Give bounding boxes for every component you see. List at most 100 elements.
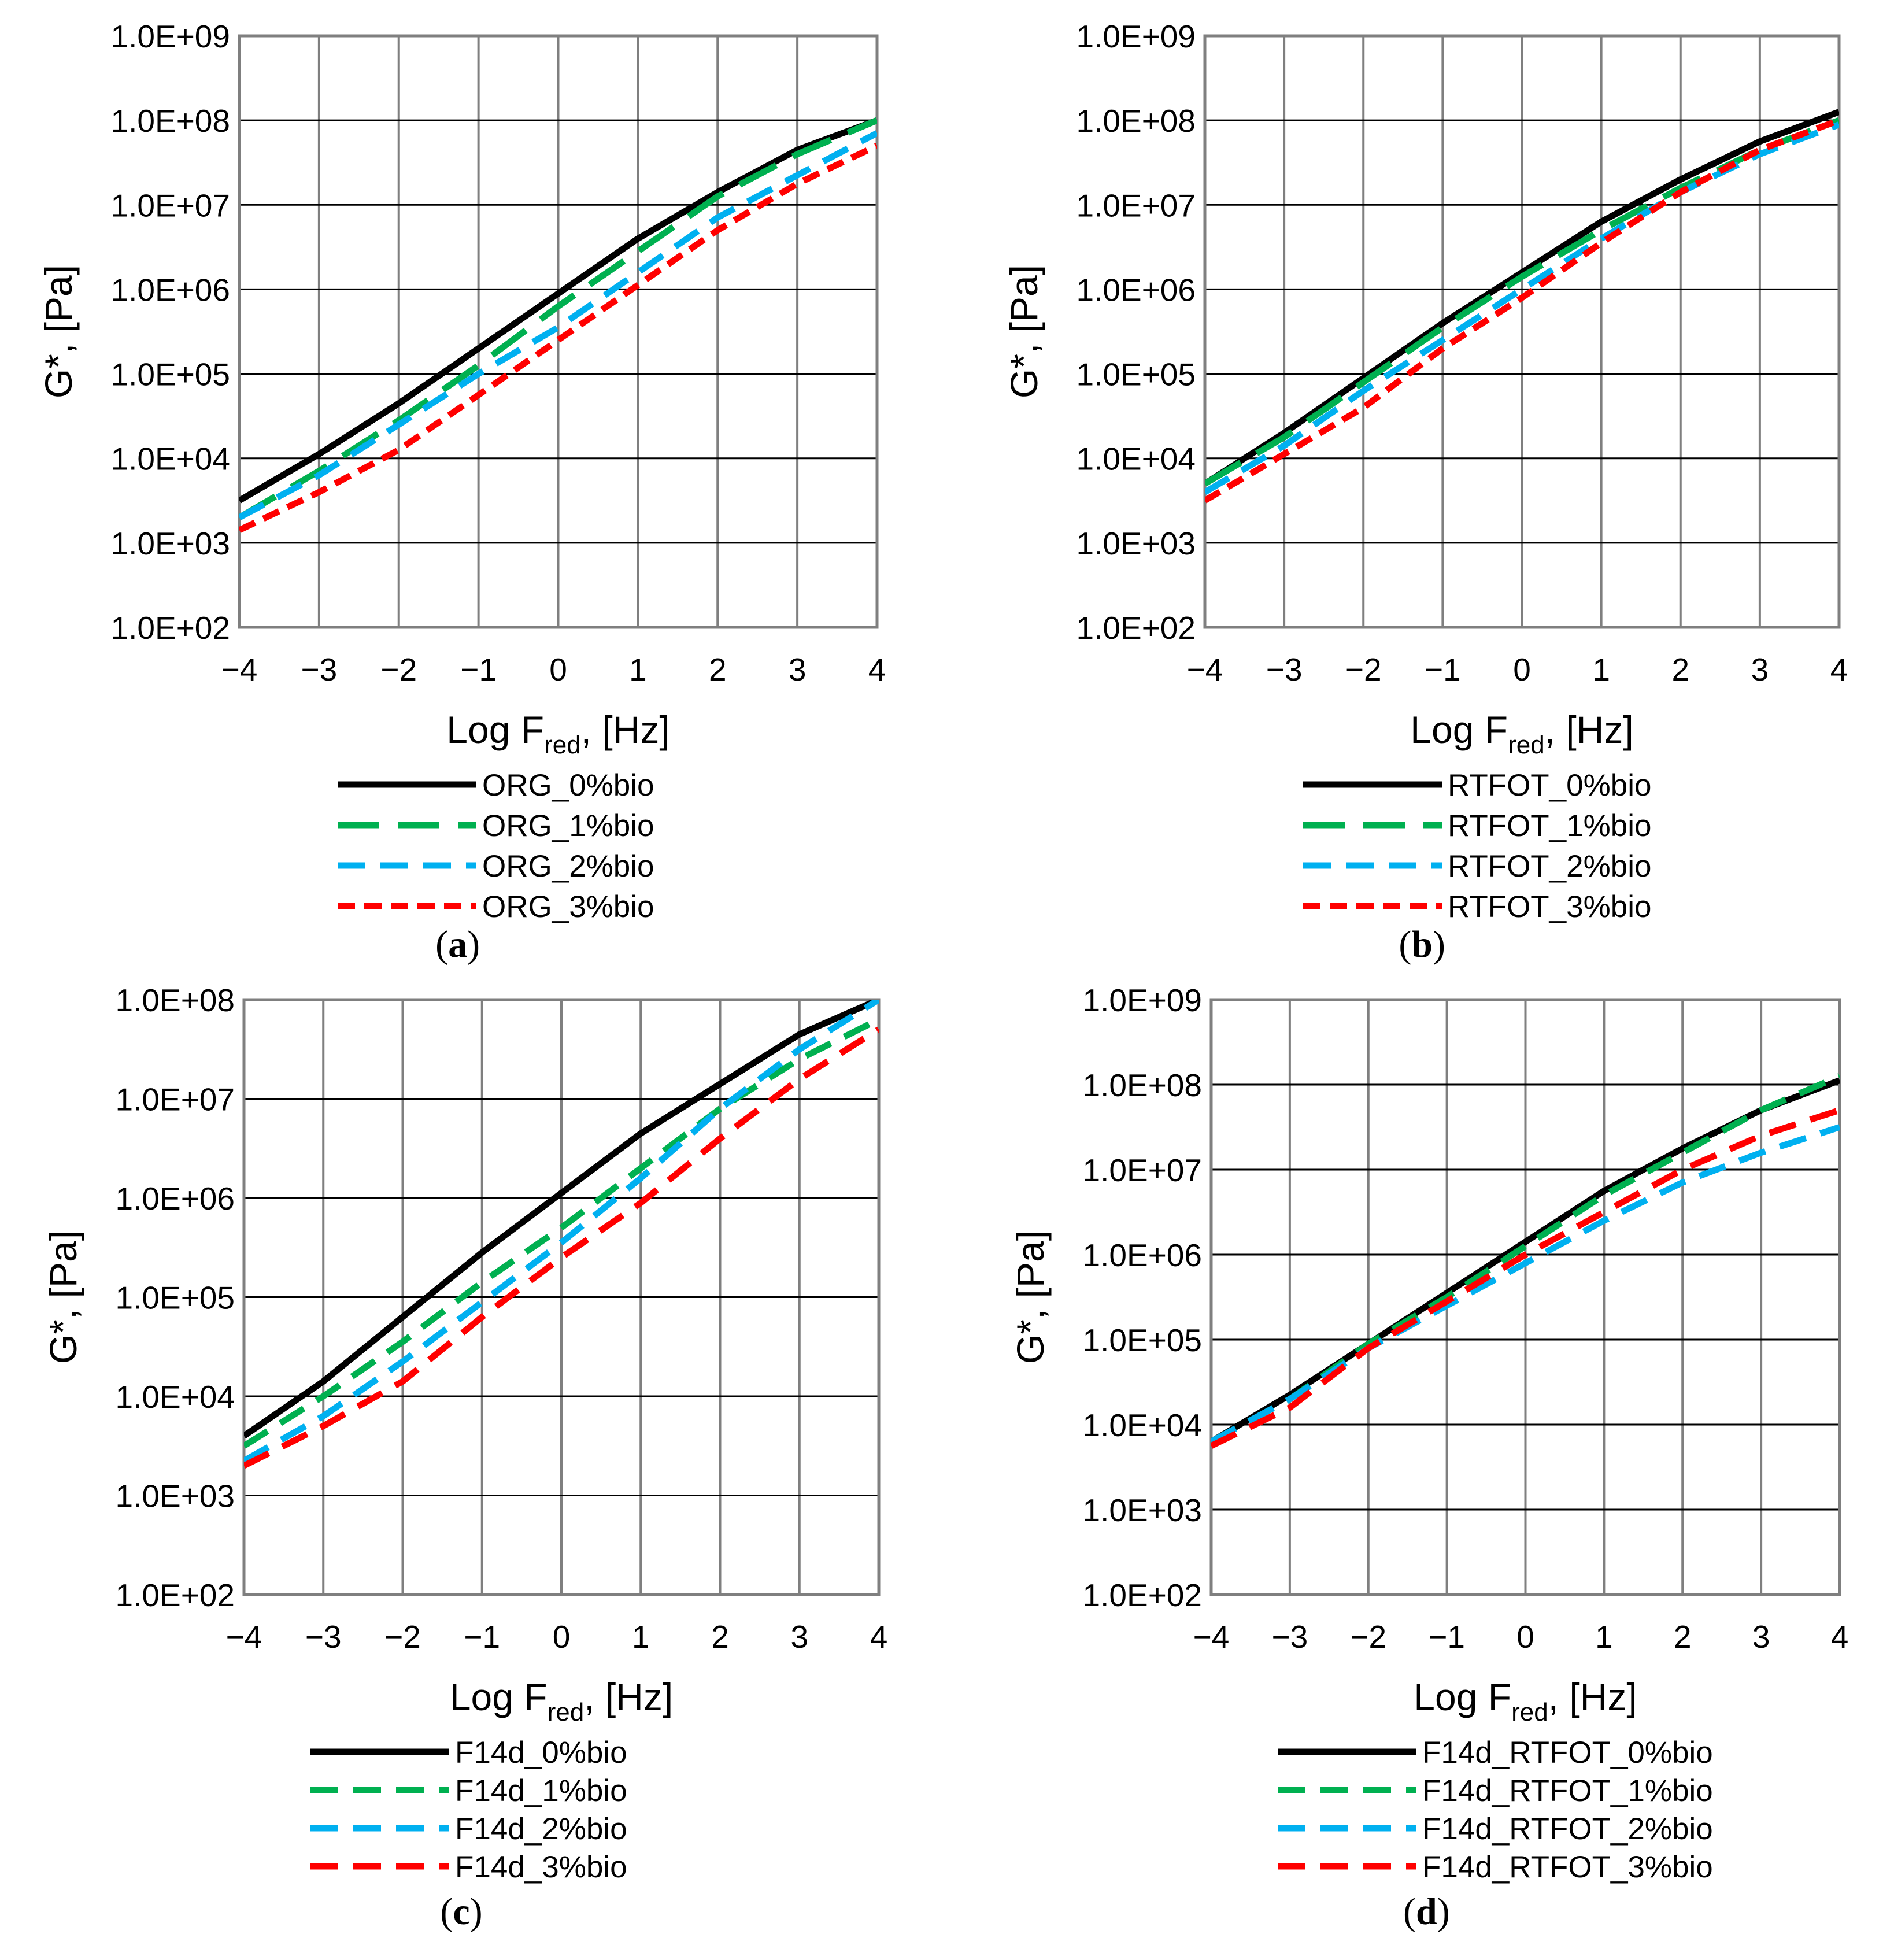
y-tick-label: 1.0E+05	[1083, 1322, 1202, 1358]
chart-panel-a: 1.0E+02 1.0E+03 1.0E+04 1.0E+05 1.0E+06 1.0E+…	[37, 19, 886, 966]
x-tick-label: −1	[1425, 652, 1461, 687]
y-tick-label: 1.0E+06	[116, 1181, 235, 1216]
y-tick-label: 1.0E+04	[111, 441, 230, 477]
y-tick-label: 1.0E+09	[1083, 982, 1202, 1018]
y-tick-label: 1.0E+03	[1083, 1492, 1202, 1528]
x-axis-title: Log Fred, [Hz]	[1414, 1676, 1637, 1726]
series-line-RTFOT_0%bio	[1205, 109, 1839, 487]
x-axis-title-unit: , [Hz]	[581, 708, 670, 751]
series-line-RTFOT_3%bio	[1205, 117, 1839, 504]
x-axis-title-subscript: red	[548, 1698, 585, 1726]
legend-label: F14d_RTFOT_2%bio	[1422, 1812, 1713, 1846]
series-line-ORG_1%bio	[239, 117, 877, 520]
legend-label: ORG_0%bio	[482, 768, 654, 803]
legend-label: ORG_3%bio	[482, 890, 654, 924]
x-axis-title-main: Log F	[1410, 708, 1508, 751]
x-tick-label: −3	[1272, 1619, 1308, 1655]
chart-panel-b: 1.0E+02 1.0E+03 1.0E+04 1.0E+05 1.0E+06 1.0E+…	[1003, 19, 1848, 966]
x-tick-label: −4	[1193, 1619, 1230, 1655]
y-tick-label: 1.0E+02	[116, 1577, 235, 1613]
plot-frame	[1203, 34, 1841, 629]
y-tick-label: 1.0E+04	[1077, 441, 1196, 477]
legend-label: RTFOT_2%bio	[1448, 849, 1651, 883]
y-tick-label: 1.0E+03	[1077, 526, 1196, 561]
x-tick-label: 0	[553, 1619, 571, 1655]
y-tick-label: 1.0E+07	[1077, 187, 1196, 223]
x-tick-label: 2	[1671, 652, 1689, 687]
legend-label: ORG_2%bio	[482, 849, 654, 883]
y-tick-label: 1.0E+08	[111, 103, 230, 139]
y-axis-title: G*, [Pa]	[1003, 265, 1045, 398]
x-tick-label: 1	[632, 1619, 650, 1655]
y-tick-label: 1.0E+09	[111, 19, 230, 54]
x-tick-label: 2	[709, 652, 727, 687]
x-tick-label: −1	[1429, 1619, 1465, 1655]
panel-caption: (b)	[1399, 923, 1445, 966]
series-line-F14d_2%bio	[244, 1000, 879, 1464]
x-axis-title-subscript: red	[1511, 1698, 1548, 1726]
x-axis-title-subscript: red	[544, 731, 581, 759]
legend-label: RTFOT_0%bio	[1448, 768, 1651, 803]
x-tick-label: −3	[305, 1619, 342, 1655]
x-axis-title-subscript: red	[1508, 731, 1545, 759]
y-axis-title: G*, [Pa]	[1009, 1230, 1052, 1364]
panel-caption: (a)	[435, 923, 480, 966]
y-tick-label: 1.0E+08	[116, 982, 235, 1018]
x-tick-label: −3	[1266, 652, 1303, 687]
x-tick-label: −2	[384, 1619, 421, 1655]
legend-label: F14d_RTFOT_1%bio	[1422, 1774, 1713, 1808]
series-line-F14d_RTFOT_3%bio	[1211, 1107, 1840, 1449]
plot-frame	[242, 998, 881, 1596]
y-tick-label: 1.0E+03	[111, 526, 230, 561]
y-tick-label: 1.0E+06	[111, 272, 230, 308]
x-tick-label: 0	[1513, 652, 1531, 687]
x-tick-label: 1	[629, 652, 647, 687]
y-tick-label: 1.0E+07	[116, 1082, 235, 1118]
x-tick-label: 3	[1751, 652, 1769, 687]
series-line-F14d_RTFOT_2%bio	[1211, 1124, 1840, 1445]
series-line-F14d_RTFOT_1%bio	[1211, 1073, 1840, 1445]
x-tick-label: −4	[1187, 652, 1223, 687]
x-tick-label: −2	[380, 652, 417, 687]
legend-label: RTFOT_3%bio	[1448, 890, 1651, 924]
x-tick-label: 1	[1595, 1619, 1613, 1655]
x-tick-label: −4	[226, 1619, 262, 1655]
legend-label: F14d_RTFOT_0%bio	[1422, 1736, 1713, 1770]
legend-label: F14d_2%bio	[455, 1812, 627, 1846]
legend: F14d_RTFOT_0%bio F14d_RTFOT_1%bio F14d_RTF…	[1278, 1736, 1713, 1884]
x-axis-title: Log Fred, [Hz]	[450, 1676, 673, 1726]
chart-panel-c: 1.0E+02 1.0E+03 1.0E+04 1.0E+05 1.0E+06 1.0E+…	[42, 982, 887, 1933]
y-tick-label: 1.0E+08	[1083, 1067, 1202, 1103]
legend: RTFOT_0%bio RTFOT_1%bio RTFOT_2%bio RTFOT_3…	[1303, 768, 1651, 924]
y-tick-label: 1.0E+09	[1077, 19, 1196, 54]
legend-label: F14d_RTFOT_3%bio	[1422, 1850, 1713, 1884]
y-tick-label: 1.0E+07	[111, 187, 230, 223]
y-tick-label: 1.0E+05	[111, 357, 230, 393]
y-tick-label: 1.0E+02	[111, 610, 230, 646]
y-tick-label: 1.0E+04	[1083, 1407, 1202, 1443]
x-tick-label: 0	[549, 652, 567, 687]
y-tick-label: 1.0E+05	[116, 1280, 235, 1316]
series-line-ORG_0%bio	[239, 117, 877, 504]
series-line-F14d_1%bio	[244, 1016, 879, 1449]
x-tick-label: 4	[1831, 1619, 1849, 1655]
x-axis-title-main: Log F	[1414, 1676, 1511, 1718]
legend-label: RTFOT_1%bio	[1448, 809, 1651, 843]
y-tick-label: 1.0E+06	[1083, 1237, 1202, 1273]
x-tick-label: −2	[1345, 652, 1382, 687]
x-tick-label: −4	[221, 652, 258, 687]
legend-label: F14d_3%bio	[455, 1850, 627, 1884]
y-tick-label: 1.0E+02	[1077, 610, 1196, 646]
panel-caption-letter: d	[1416, 1891, 1437, 1933]
series-line-F14d_0%bio	[244, 1000, 879, 1439]
panel-caption-letter: a	[448, 923, 467, 966]
x-tick-label: 1	[1592, 652, 1610, 687]
x-tick-label: −2	[1350, 1619, 1386, 1655]
x-tick-label: 2	[711, 1619, 729, 1655]
y-tick-label: 1.0E+05	[1077, 357, 1196, 393]
legend-label: F14d_1%bio	[455, 1774, 627, 1808]
y-axis-title: G*, [Pa]	[42, 1230, 84, 1364]
x-tick-label: 0	[1516, 1619, 1534, 1655]
series-line-F14d_3%bio	[244, 1026, 879, 1469]
